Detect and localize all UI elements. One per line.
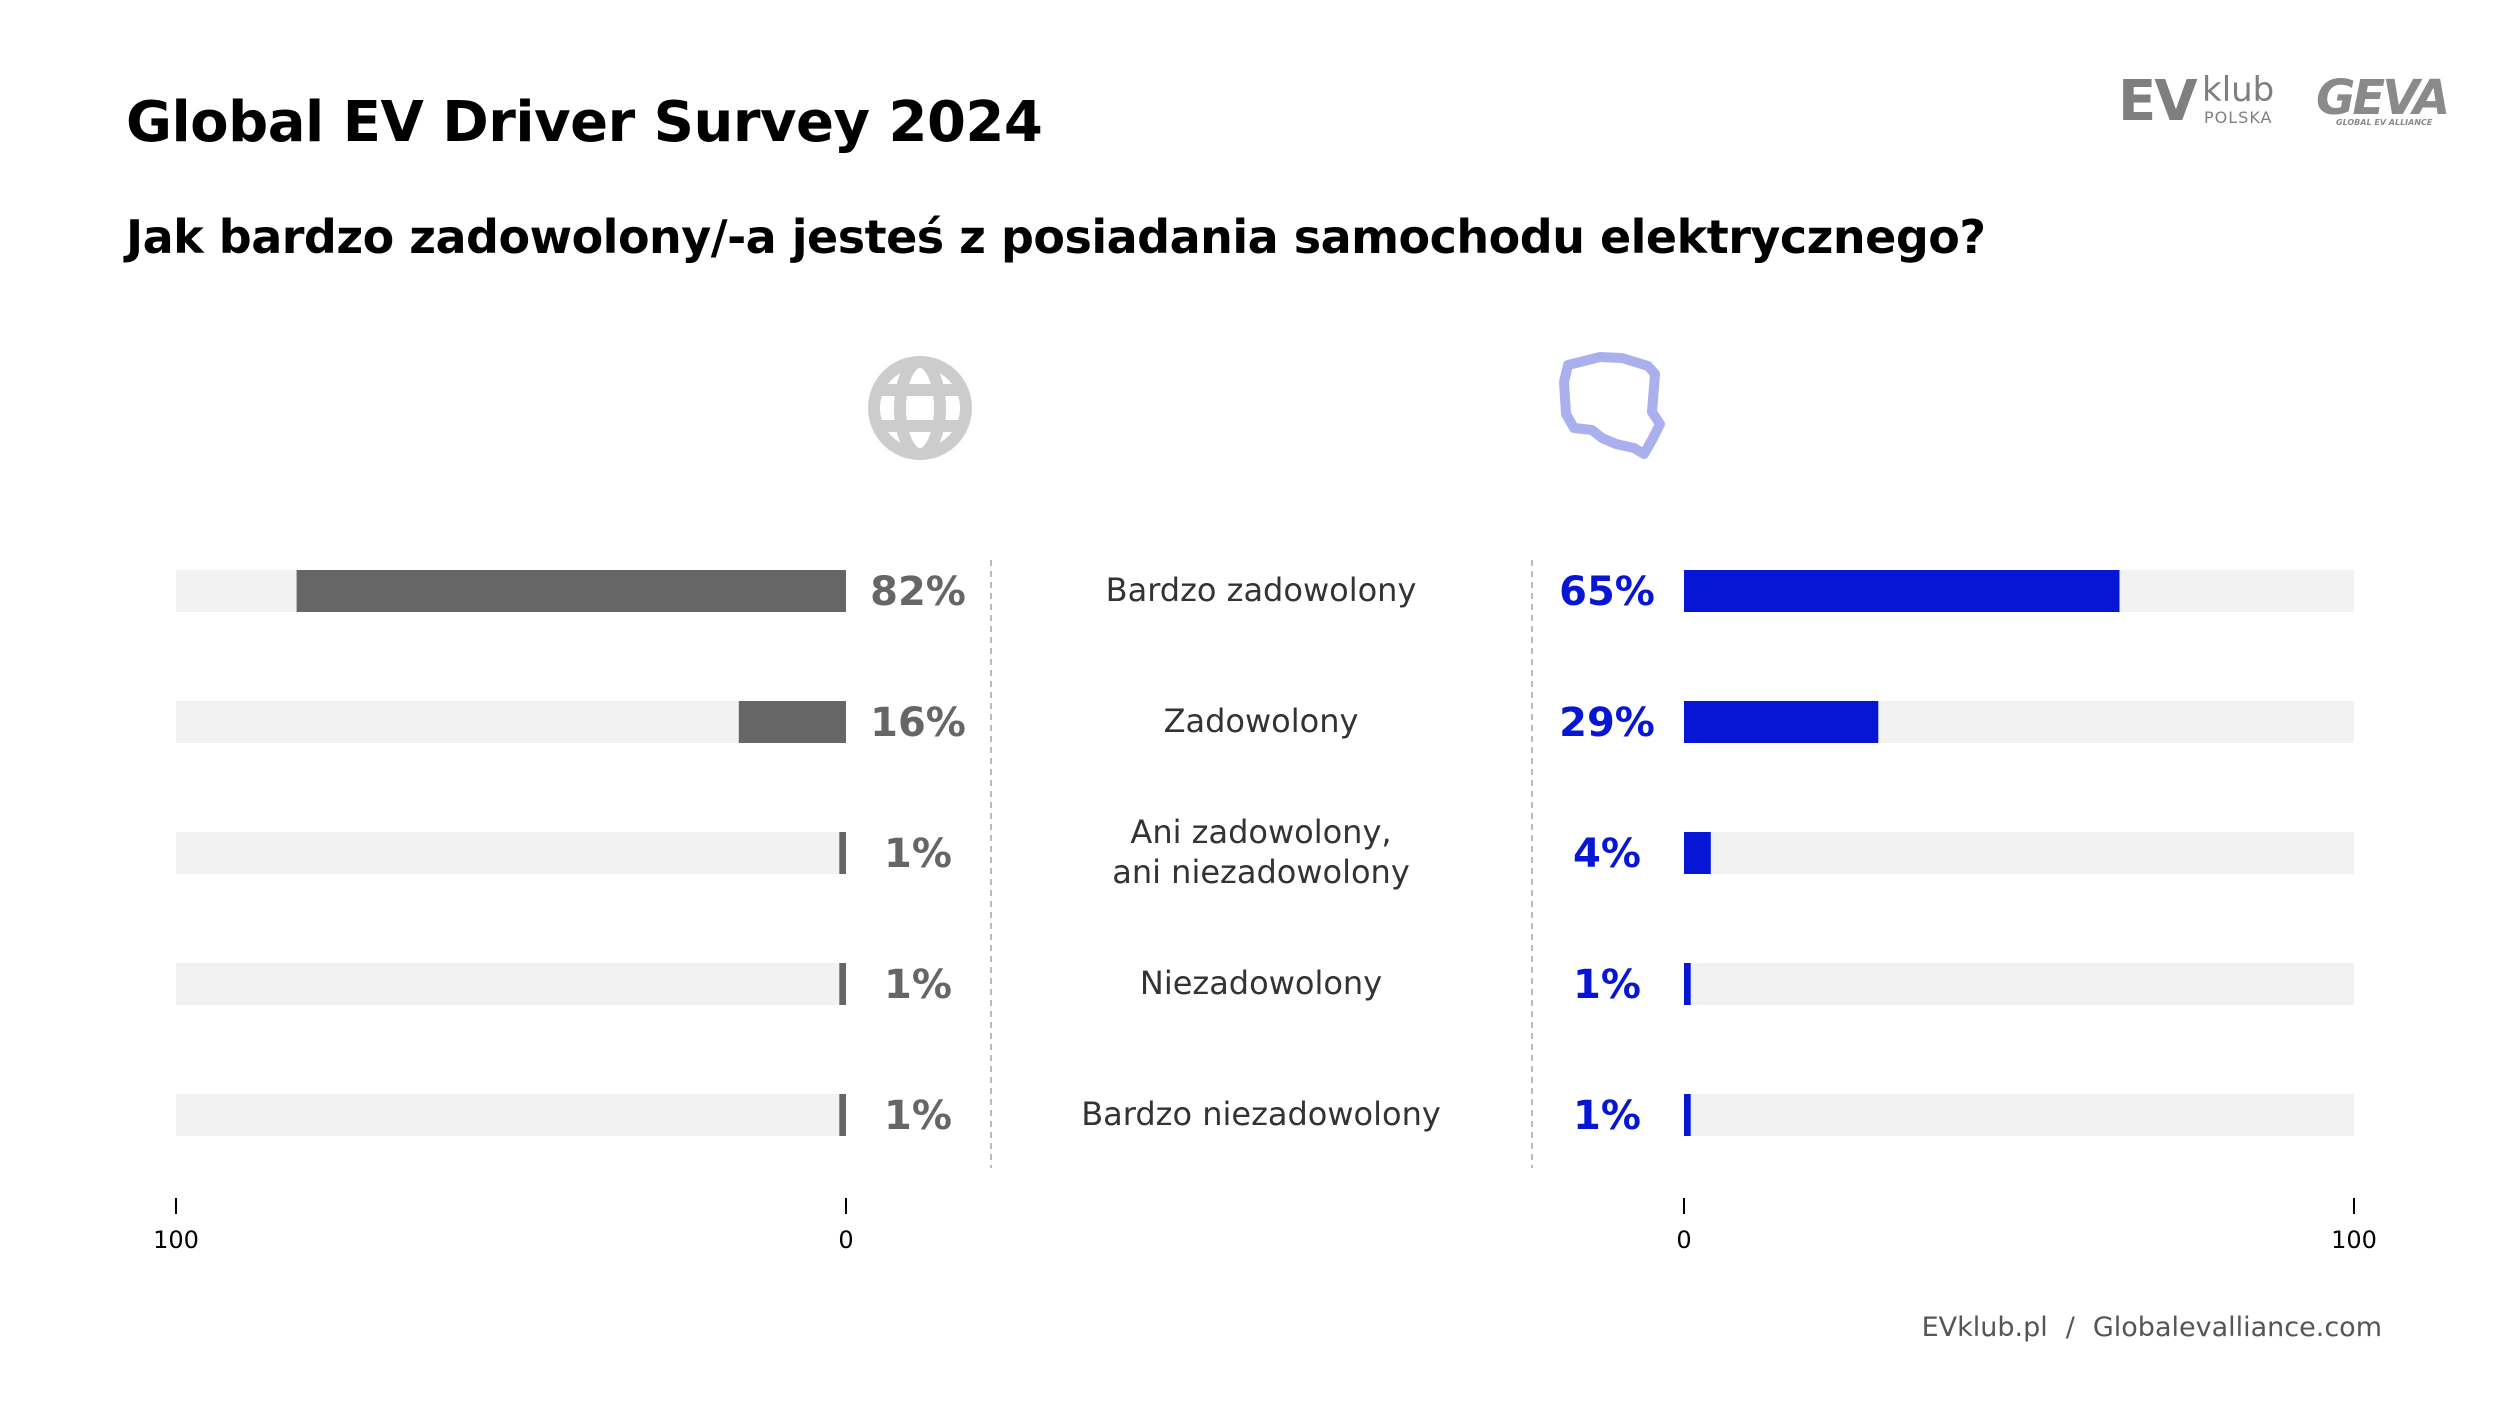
geva-logo-sub: GLOBAL EV ALLIANCE — [2336, 118, 2433, 127]
category-label: Ani zadowolony, ani niezadowolony — [1112, 813, 1410, 891]
axis-left-tick-100: 100 — [153, 1198, 199, 1254]
footer-link-geva[interactable]: Globalevalliance.com — [2092, 1312, 2382, 1343]
axis-tick-label: 0 — [1676, 1226, 1691, 1254]
evklub-logo-small: klub — [2202, 70, 2275, 110]
globe-icon — [868, 356, 972, 460]
data-label-poland: 1% — [1573, 962, 1641, 1008]
footer-link-evklub[interactable]: EVklub.pl — [1921, 1312, 2048, 1343]
axis-right-tick-100: 100 — [2331, 1198, 2377, 1254]
bar-global — [839, 963, 846, 1005]
bar-global — [839, 1094, 846, 1136]
data-label-global: 1% — [884, 831, 952, 877]
data-label-poland: 29% — [1559, 700, 1655, 746]
chart-row: 1% Ani zadowolony, ani niezadowolony 4% — [176, 813, 2354, 891]
category-label: Bardzo zadowolony — [1106, 571, 1417, 609]
track-left — [176, 963, 846, 1005]
evklub-logo-sub: POLSKA — [2204, 108, 2273, 127]
geva-logo: GEVA GLOBAL EV ALLIANCE — [2316, 70, 2450, 130]
evklub-logo-main: EV — [2118, 69, 2198, 134]
footer-separator: / — [2065, 1312, 2075, 1343]
track-left — [176, 701, 846, 743]
chart-row: 82% Bardzo zadowolony 65% — [176, 569, 2354, 615]
bar-global — [738, 701, 846, 743]
bar-global — [839, 832, 846, 874]
bar-poland — [1684, 701, 1879, 743]
chart-row: 16% Zadowolony 29% — [176, 700, 2354, 746]
axis-tick-label: 0 — [838, 1226, 853, 1254]
bar-global — [296, 570, 847, 612]
track-left — [176, 1094, 846, 1136]
category-label: Bardzo niezadowolony — [1081, 1095, 1441, 1133]
bar-poland — [1684, 570, 2120, 612]
bar-poland — [1684, 1094, 1691, 1136]
data-label-poland: 65% — [1559, 569, 1655, 615]
chart-row: 1% Bardzo niezadowolony 1% — [176, 1093, 2354, 1139]
chart-row: 1% Niezadowolony 1% — [176, 962, 2354, 1008]
axis-tick-label: 100 — [153, 1226, 199, 1254]
page-title: Global EV Driver Survey 2024 — [126, 90, 1043, 155]
track-right — [1684, 963, 2354, 1005]
axis-left-tick-0: 0 — [838, 1198, 854, 1254]
track-left — [176, 832, 846, 874]
data-label-global: 1% — [884, 962, 952, 1008]
bar-poland — [1684, 963, 1691, 1005]
track-right — [1684, 832, 2354, 874]
category-label: Zadowolony — [1164, 702, 1359, 740]
bar-poland — [1684, 832, 1711, 874]
footer: EVklub.pl / Globalevalliance.com — [1922, 1312, 2382, 1343]
axis-right-tick-0: 0 — [1676, 1198, 1692, 1254]
data-label-poland: 1% — [1573, 1093, 1641, 1139]
track-right — [1684, 1094, 2354, 1136]
data-label-poland: 4% — [1573, 831, 1641, 877]
data-label-global: 16% — [870, 700, 966, 746]
geva-logo-main: GEVA — [2316, 70, 2450, 126]
evklub-logo: EV klub POLSKA — [2118, 69, 2278, 134]
data-label-global: 82% — [870, 569, 966, 615]
category-label: Niezadowolony — [1140, 964, 1382, 1002]
poland-map-icon — [1559, 352, 1665, 459]
data-label-global: 1% — [884, 1093, 952, 1139]
page-subtitle: Jak bardzo zadowolony/-a jesteś z posiad… — [126, 210, 1986, 264]
axis-tick-label: 100 — [2331, 1226, 2377, 1254]
